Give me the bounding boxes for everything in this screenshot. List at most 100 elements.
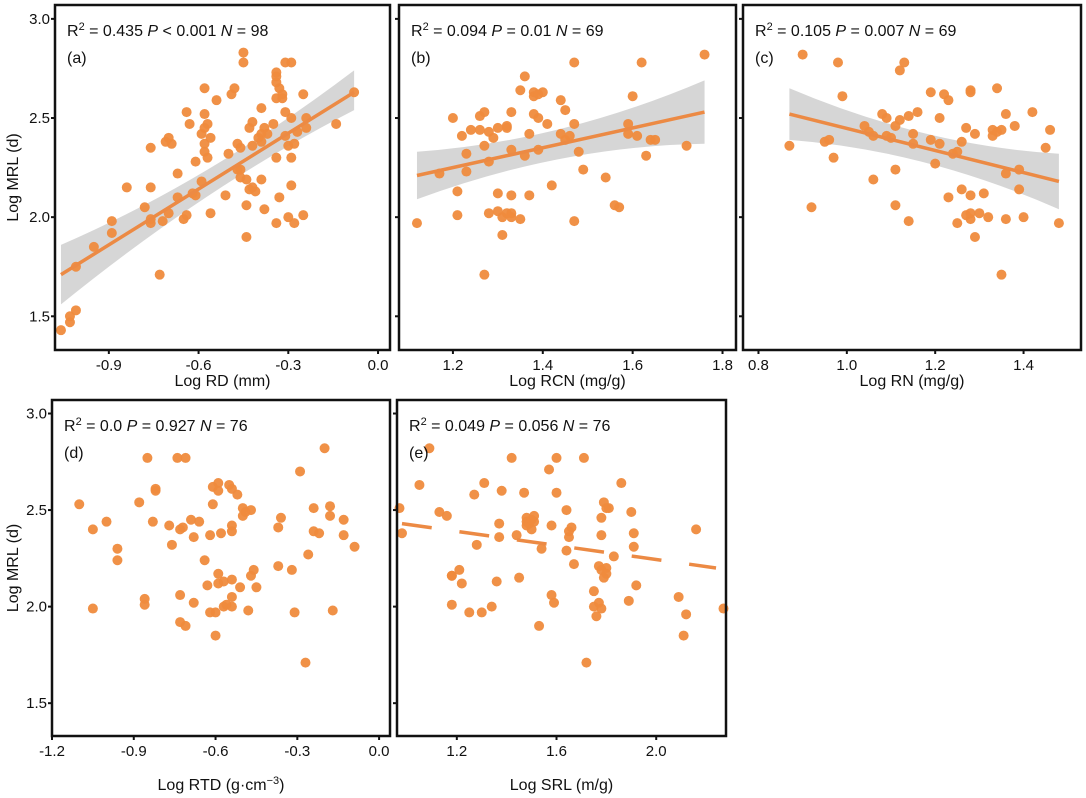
data-point bbox=[349, 541, 360, 552]
data-point bbox=[190, 156, 201, 167]
data-point bbox=[55, 325, 66, 336]
panel-d: -1.2 -0.9 -0.6 -0.3 0.0 1.5 2.0 2.5 3.0 Log RTD (… bbox=[5, 398, 392, 794]
data-point bbox=[145, 182, 156, 193]
x-tick-label: -0.3 bbox=[275, 357, 301, 374]
data-point bbox=[456, 578, 467, 589]
data-point bbox=[1045, 124, 1056, 135]
data-point bbox=[608, 551, 619, 562]
data-point bbox=[319, 443, 330, 454]
data-point bbox=[691, 524, 702, 535]
data-point bbox=[578, 164, 589, 175]
data-point bbox=[514, 572, 525, 583]
data-point bbox=[259, 204, 270, 215]
n-label: N bbox=[221, 23, 233, 40]
data-point bbox=[112, 543, 123, 554]
data-point bbox=[286, 57, 297, 68]
data-point bbox=[205, 132, 216, 143]
data-point bbox=[112, 555, 123, 566]
data-point bbox=[202, 580, 213, 591]
data-point bbox=[486, 601, 497, 612]
data-point bbox=[235, 164, 246, 175]
panel-e: 1.2 1.6 2.0 Log SRL (m/g) R2 = 0.049 P = 0.0… bbox=[393, 398, 729, 794]
data-point bbox=[569, 216, 580, 227]
data-point bbox=[593, 561, 604, 572]
data-point bbox=[623, 128, 634, 139]
data-point bbox=[506, 107, 517, 118]
data-point bbox=[147, 516, 158, 527]
r-squared-label: R bbox=[64, 418, 76, 435]
data-point bbox=[172, 452, 183, 463]
data-point bbox=[925, 134, 936, 145]
data-point bbox=[974, 208, 985, 219]
data-point bbox=[890, 164, 901, 175]
data-point bbox=[563, 532, 574, 543]
data-point bbox=[275, 512, 286, 523]
data-point bbox=[121, 182, 132, 193]
p-label: P bbox=[127, 418, 138, 435]
data-point bbox=[479, 140, 490, 151]
data-point bbox=[519, 71, 530, 82]
confidence-band bbox=[60, 70, 355, 305]
x-axis-title: Log RN (mg/g) bbox=[860, 373, 965, 390]
data-point bbox=[256, 103, 267, 114]
data-point bbox=[524, 128, 535, 139]
data-point bbox=[526, 524, 537, 535]
x-tick-label: -0.9 bbox=[121, 743, 147, 760]
data-point bbox=[596, 603, 607, 614]
data-point bbox=[202, 152, 213, 163]
data-point bbox=[166, 539, 177, 550]
data-point bbox=[308, 503, 319, 514]
data-point bbox=[139, 202, 150, 213]
data-point bbox=[627, 91, 638, 102]
x-axis-title: Log RTD (g·cm−3) bbox=[158, 775, 285, 794]
data-point bbox=[837, 91, 848, 102]
r-squared-value: = 0.0 bbox=[82, 418, 127, 435]
data-point bbox=[139, 599, 150, 610]
data-point bbox=[828, 152, 839, 163]
data-point bbox=[327, 605, 338, 616]
data-point bbox=[476, 607, 487, 618]
y-tick-label: 2.5 bbox=[26, 502, 47, 519]
data-point bbox=[166, 138, 177, 149]
panel-label: (e) bbox=[409, 445, 429, 462]
data-point bbox=[561, 505, 572, 516]
data-point bbox=[992, 83, 1003, 94]
data-point bbox=[881, 113, 892, 124]
r-squared-label: R bbox=[409, 418, 421, 435]
y-axis-title: Log MRL (d) bbox=[5, 524, 22, 612]
data-point bbox=[601, 568, 612, 579]
data-point bbox=[188, 532, 199, 543]
data-point bbox=[461, 166, 472, 177]
p-label: P bbox=[491, 23, 502, 40]
data-point bbox=[626, 507, 637, 517]
data-point bbox=[978, 188, 989, 199]
p-value: < 0.001 bbox=[158, 23, 221, 40]
data-point bbox=[465, 124, 476, 135]
p-label: P bbox=[147, 23, 158, 40]
x-axis-title-end: ) bbox=[279, 777, 284, 794]
data-point bbox=[1000, 214, 1011, 225]
plot-frame bbox=[395, 398, 728, 738]
data-point bbox=[194, 516, 205, 527]
data-point bbox=[969, 231, 980, 242]
data-point bbox=[471, 539, 482, 550]
x-tick-label: 1.4 bbox=[1013, 357, 1034, 374]
data-point bbox=[506, 144, 517, 155]
data-point bbox=[226, 526, 237, 537]
data-point bbox=[205, 530, 216, 541]
data-point bbox=[544, 464, 555, 475]
data-point bbox=[903, 111, 914, 122]
data-point bbox=[177, 522, 188, 533]
data-point bbox=[519, 487, 530, 498]
data-point bbox=[289, 607, 300, 618]
data-point bbox=[446, 570, 457, 581]
data-point bbox=[180, 620, 191, 631]
data-point bbox=[213, 568, 224, 579]
data-point bbox=[943, 95, 954, 106]
x-tick-label: 1.4 bbox=[532, 357, 553, 374]
p-value: = 0.056 bbox=[500, 418, 563, 435]
data-point bbox=[446, 599, 457, 610]
data-point bbox=[241, 200, 252, 211]
data-point bbox=[199, 83, 210, 94]
data-point bbox=[983, 212, 994, 223]
